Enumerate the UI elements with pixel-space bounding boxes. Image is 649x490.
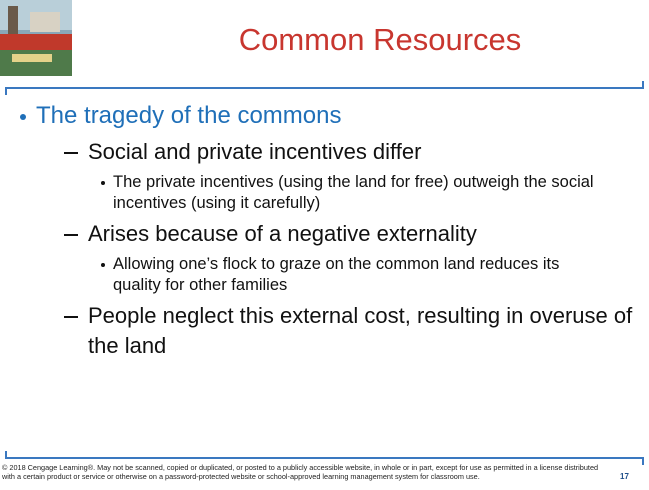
bullet-text: The private incentives (using the land f… [113,173,594,212]
copyright-footer: © 2018 Cengage Learning®. May not be sca… [2,463,602,490]
bullet-text: People neglect this external cost, resul… [88,303,632,358]
rule-tick [5,87,7,95]
bullet-text: Allowing one’s flock to graze on the com… [113,255,559,294]
page-number: 17 [620,472,629,481]
rule-tick [642,457,644,465]
bullet-level-3: Allowing one’s flock to graze on the com… [0,254,603,296]
rule-tick [5,451,7,459]
bullet-text: The tragedy of the commons [36,102,341,129]
bullet-marker [20,114,26,120]
bullet-marker [101,181,105,185]
bullet-marker [64,152,78,154]
bullet-list: The tragedy of the commons Social and pri… [0,100,649,361]
bullet-text: Arises because of a negative externality [88,221,477,246]
slide-title: Common Resources [110,22,649,58]
bullet-marker [64,316,78,318]
bullet-marker [101,263,105,267]
header-image [0,0,72,76]
bullet-level-2: Social and private incentives differ [0,137,643,167]
bullet-level-3: The private incentives (using the land f… [0,172,603,214]
rule-tick [642,81,644,89]
bullet-text: Social and private incentives differ [88,139,421,164]
bullet-marker [64,234,78,236]
title-rule [5,87,644,89]
bullet-level-2: People neglect this external cost, resul… [0,301,643,361]
bullet-level-1: The tragedy of the commons [0,100,636,132]
bullet-level-2: Arises because of a negative externality [0,219,643,249]
slide: Common Resources The tragedy of the comm… [0,0,649,490]
footer-rule [5,457,644,459]
